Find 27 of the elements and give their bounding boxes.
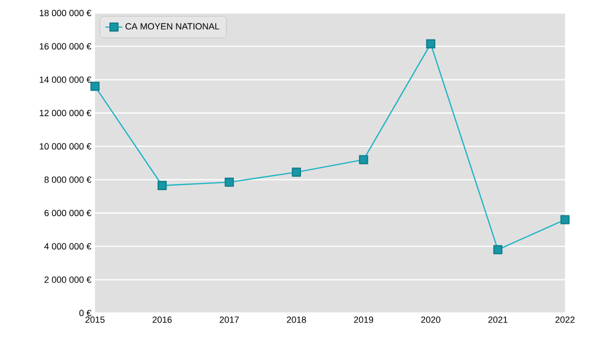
y-tick-label: 6 000 000 € bbox=[44, 210, 92, 216]
point bbox=[358, 155, 368, 164]
y-tick-label: 2 000 000 € bbox=[44, 276, 92, 283]
y-tick-label: 10 000 000 € bbox=[40, 143, 92, 150]
x-tick-label: 2016 bbox=[152, 316, 172, 323]
point bbox=[292, 168, 302, 177]
x-tick-label: 2017 bbox=[220, 316, 239, 323]
y-tick-label: 4 000 000 € bbox=[44, 243, 92, 250]
y-tick-label: 12 000 000 € bbox=[40, 110, 92, 116]
y-tick-label: 8 000 000 € bbox=[44, 176, 92, 183]
y-tick-label: 0 € bbox=[79, 310, 92, 316]
point bbox=[426, 39, 436, 48]
x-tick-label: 2018 bbox=[286, 316, 306, 323]
point bbox=[158, 180, 167, 190]
x-tick-label: 2022 bbox=[555, 316, 575, 323]
legend-label: CA MOYEN NATIONAL bbox=[126, 23, 220, 30]
x-tick-label: 2020 bbox=[421, 316, 440, 323]
point bbox=[493, 245, 502, 254]
y-tick-label: 16 000 000 € bbox=[40, 43, 92, 50]
x-tick-label: 2019 bbox=[354, 316, 374, 323]
x-tick-label: 2021 bbox=[488, 316, 508, 323]
point bbox=[224, 178, 234, 187]
x-tick-label: 2015 bbox=[85, 316, 105, 323]
point bbox=[560, 215, 570, 224]
point bbox=[90, 82, 100, 91]
y-tick-label: 14 000 000 € bbox=[40, 76, 92, 83]
y-tick-label: 18 000 000 € bbox=[40, 10, 92, 16]
